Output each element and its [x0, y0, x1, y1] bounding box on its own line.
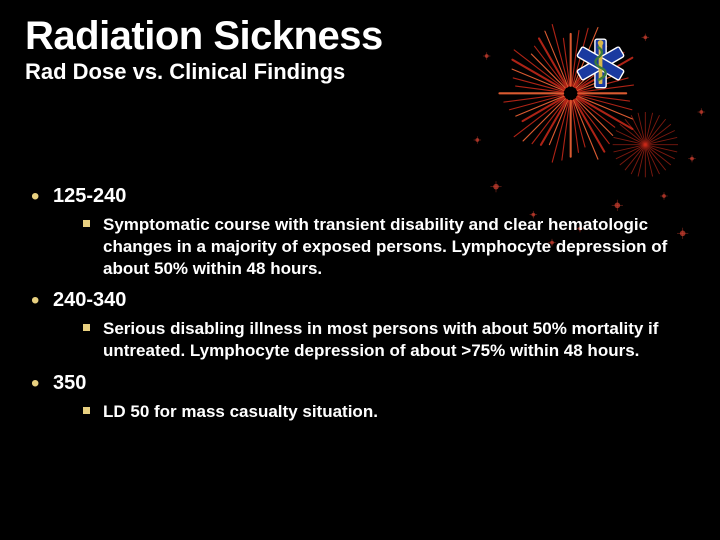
dose-bullet-list: 125-240 Symptomatic course with transien…: [25, 185, 690, 423]
bullet-description: Symptomatic course with transient disabi…: [83, 214, 690, 279]
slide-subtitle: Rad Dose vs. Clinical Findings: [25, 59, 690, 85]
bullet-item: 350 LD 50 for mass casualty situation.: [25, 372, 690, 423]
bullet-item: 125-240 Symptomatic course with transien…: [25, 185, 690, 279]
bullet-label: 125-240: [53, 185, 690, 208]
bullet-label: 240-340: [53, 289, 690, 312]
bullet-description: LD 50 for mass casualty situation.: [83, 401, 690, 423]
bullet-label: 350: [53, 372, 690, 395]
bullet-description: Serious disabling illness in most person…: [83, 318, 690, 362]
slide-title: Radiation Sickness: [25, 15, 690, 57]
bullet-item: 240-340 Serious disabling illness in mos…: [25, 289, 690, 362]
